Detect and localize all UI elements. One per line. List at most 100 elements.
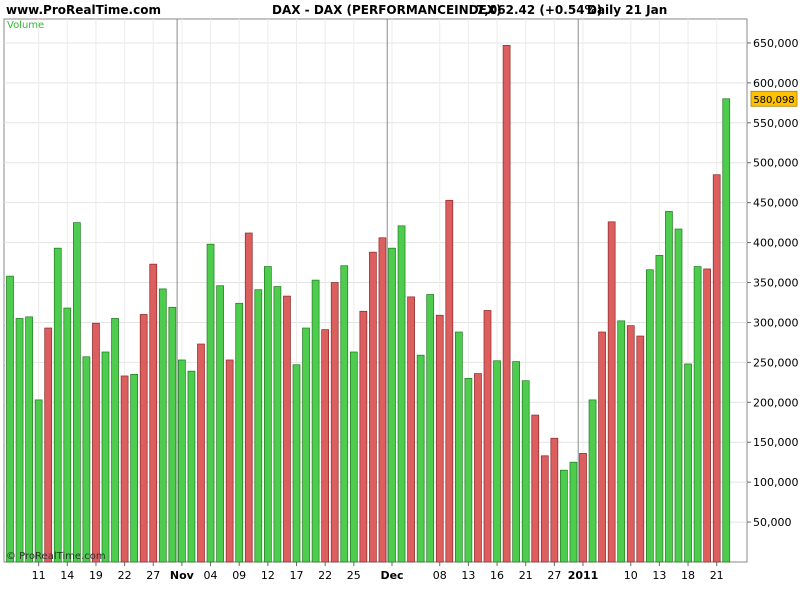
volume-bar [44, 327, 53, 563]
volume-bar [6, 275, 14, 563]
volume-bar [407, 296, 415, 563]
volume-bar [120, 375, 129, 563]
y-tick-label: 200,000 [753, 396, 799, 409]
volume-bar [703, 268, 712, 563]
volume-bar [369, 251, 377, 563]
y-tick-label: 350,000 [753, 277, 799, 290]
volume-bar [72, 222, 81, 563]
volume-bar [139, 314, 148, 563]
volume-bar [34, 399, 43, 563]
volume-bar [225, 359, 234, 563]
volume-bar [111, 318, 119, 563]
volume-bar [569, 461, 578, 563]
y-tick-label: 50,000 [753, 516, 792, 529]
x-tick-label: 12 [261, 569, 275, 582]
volume-bar [560, 469, 568, 563]
last-value-text: 580,098 [753, 95, 794, 106]
x-tick-label: 25 [347, 569, 361, 582]
volume-bar [388, 247, 396, 563]
volume-bar [321, 329, 329, 563]
volume-bar [722, 98, 731, 563]
volume-bar [206, 243, 215, 563]
volume-bar [607, 221, 616, 563]
y-tick-label: 550,000 [753, 117, 799, 130]
y-tick-label: 450,000 [753, 197, 799, 210]
volume-bar [63, 307, 72, 563]
x-tick-label: Dec [380, 569, 403, 582]
y-axis: 50,000 100,000 150,000 200,000 250,000 300,00… [747, 37, 799, 529]
x-tick-label: 21 [710, 569, 724, 582]
x-tick-label: Nov [170, 569, 195, 582]
volume-bar [330, 282, 339, 563]
x-tick-label: 09 [232, 569, 246, 582]
x-tick-label: 13 [461, 569, 475, 582]
volume-bar [397, 225, 406, 563]
x-tick-label: 13 [652, 569, 666, 582]
y-tick-label: 100,000 [753, 476, 799, 489]
x-tick-label: 19 [89, 569, 103, 582]
volume-bar [435, 314, 444, 563]
volume-bar [493, 360, 501, 563]
volume-bar [254, 289, 263, 563]
watermark: © ProRealTime.com [6, 551, 106, 562]
y-tick-label: 500,000 [753, 157, 799, 170]
volume-bar [244, 232, 253, 563]
volume-bar [15, 318, 24, 563]
volume-bar [645, 269, 654, 563]
volume-bar [655, 255, 664, 563]
volume-bar [197, 343, 205, 563]
volume-bar [187, 370, 196, 563]
y-tick-label: 300,000 [753, 316, 799, 329]
instrument-title: DAX - DAX (PERFORMANCEINDEX) [272, 3, 502, 17]
volume-bar [273, 286, 282, 563]
volume-bar [674, 228, 683, 563]
period-label: Daily 21 Jan [587, 3, 667, 17]
x-tick-label: 14 [60, 569, 74, 582]
y-tick-label: 150,000 [753, 436, 799, 449]
site-label: www.ProRealTime.com [6, 3, 161, 17]
volume-bar [684, 363, 692, 563]
x-tick-label: 08 [433, 569, 447, 582]
volume-bar [712, 174, 721, 563]
volume-bar [264, 266, 272, 563]
volume-bar [82, 356, 91, 563]
last-value-badge: 580,098 [750, 90, 798, 107]
volume-bar [540, 455, 549, 563]
volume-bar [626, 325, 635, 563]
volume-bar [130, 373, 138, 563]
volume-bar [359, 310, 368, 563]
period-separators [176, 19, 579, 562]
volume-bar [235, 302, 244, 563]
volume-bar [101, 351, 110, 563]
volume-bar [311, 279, 320, 563]
volume-bar [426, 294, 435, 563]
x-tick-label: 27 [146, 569, 160, 582]
volume-bar [340, 265, 349, 563]
volume-bar [283, 295, 291, 563]
volume-bar [378, 237, 387, 563]
volume-bar [521, 380, 530, 563]
x-tick-label: 11 [32, 569, 46, 582]
volume-bar [216, 285, 224, 563]
volume-bar [483, 310, 492, 563]
price-label: 7,062.42 (+0.54%) [476, 3, 602, 17]
volume-bar [579, 453, 587, 563]
volume-bar [149, 263, 158, 563]
indicator-label: Volume [7, 20, 44, 31]
volume-bar [178, 359, 186, 563]
x-tick-label: 22 [318, 569, 332, 582]
volume-bar [550, 437, 559, 563]
volume-bar [92, 322, 100, 563]
x-tick-label: 2011 [568, 569, 599, 582]
x-tick-label: 27 [547, 569, 561, 582]
volume-bar [636, 335, 645, 563]
x-tick-label: 21 [519, 569, 533, 582]
volume-bar [292, 364, 301, 563]
volume-bar [302, 327, 310, 563]
y-tick-label: 250,000 [753, 356, 799, 369]
volume-bar [665, 211, 673, 563]
volume-bar [349, 351, 358, 563]
x-tick-label: 16 [490, 569, 504, 582]
volume-bar [693, 266, 702, 563]
